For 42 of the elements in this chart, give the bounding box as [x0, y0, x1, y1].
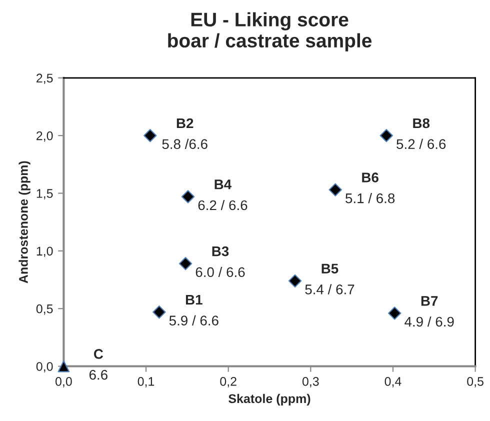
- x-tick-label: 0,3: [302, 377, 319, 388]
- x-tick-label: 0,4: [384, 377, 402, 388]
- annotation: 6.0 / 6.6: [196, 266, 245, 278]
- x-tick-label: 0,5: [467, 377, 484, 388]
- point: [328, 183, 342, 196]
- annotation: B3: [212, 246, 229, 256]
- x-axis-title: Skatole (ppm): [228, 394, 310, 406]
- point: [152, 305, 166, 319]
- x-tick-label: 0,2: [220, 377, 236, 388]
- point: [380, 128, 394, 142]
- point: [178, 256, 192, 270]
- annotation: B4: [214, 180, 232, 190]
- point: [388, 306, 402, 320]
- annotation: B6: [362, 172, 378, 182]
- annotation: B5: [322, 264, 338, 274]
- x-tick-label: 0,1: [138, 377, 154, 388]
- annotation: 4.9 / 6.9: [404, 316, 454, 327]
- chart-title: EU - Liking score boar / castrate sample: [168, 12, 372, 52]
- annotation: C: [94, 349, 104, 359]
- point: [181, 190, 195, 204]
- y-tick-label: 0,5: [36, 304, 53, 315]
- annotation: 6.2 / 6.6: [198, 200, 248, 210]
- y-tick-label: 1,5: [36, 189, 53, 200]
- annotation: 5.4 / 6.7: [305, 284, 354, 294]
- annotation: B8: [413, 118, 430, 128]
- annotation: 5.8 /6.6: [162, 138, 208, 150]
- annotation: B2: [176, 118, 194, 128]
- y-tick-label: 0,0: [36, 362, 53, 372]
- annotation: 5.1 / 6.8: [346, 193, 395, 204]
- y-axis-title: Androstenone (ppm): [18, 161, 30, 284]
- point: [58, 360, 70, 372]
- annotation: B1: [186, 294, 202, 305]
- annotation: 6.6: [89, 370, 108, 380]
- y-tick-label: 2,0: [36, 131, 53, 142]
- point: [288, 274, 302, 288]
- x-tick-label: 0,0: [56, 377, 72, 388]
- point: [144, 128, 157, 142]
- y-tick-label: 2,5: [36, 74, 53, 84]
- annotation: B7: [421, 296, 438, 306]
- y-tick-label: 1,0: [36, 246, 53, 258]
- annotation: 5.2 / 6.6: [396, 138, 446, 150]
- annotation: 5.9 / 6.6: [169, 315, 218, 326]
